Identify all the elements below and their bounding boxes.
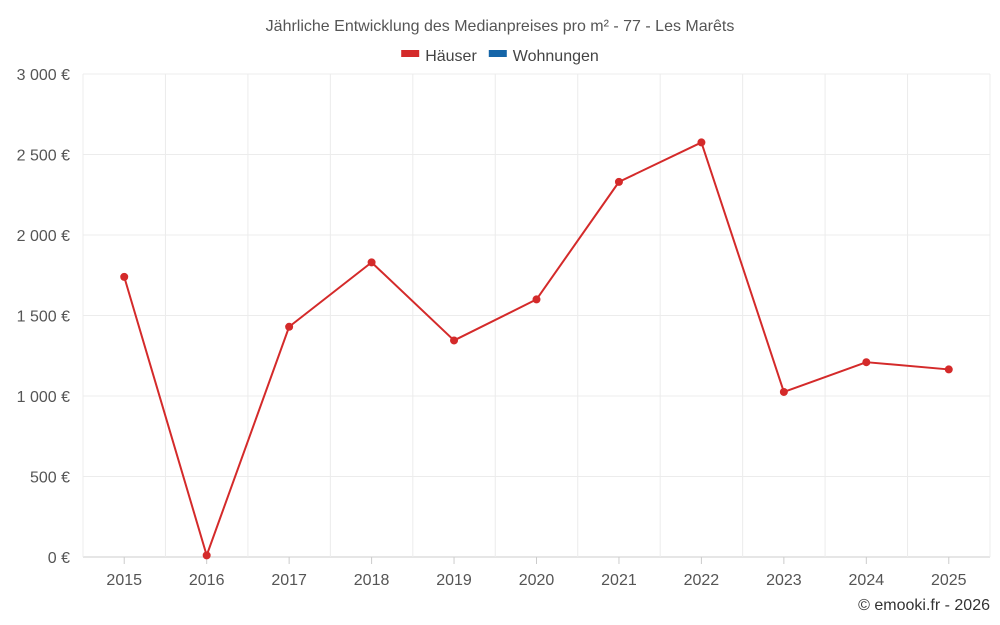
data-point[interactable] — [285, 322, 294, 331]
x-tick-label: 2025 — [931, 572, 967, 589]
x-tick-label: 2016 — [189, 572, 225, 589]
chart-title: Jährliche Entwicklung des Medianpreises … — [266, 18, 735, 35]
data-point[interactable] — [614, 177, 623, 186]
axes: 0 € 500 € 1 000 € 1 500 € 2 000 € 2 500 € 3 00… — [17, 67, 967, 589]
data-point[interactable] — [779, 387, 788, 396]
data-point[interactable] — [862, 358, 871, 367]
y-tick-label: 1 500 € — [17, 309, 70, 326]
data-point[interactable] — [120, 272, 129, 281]
data-point[interactable] — [532, 295, 541, 304]
series-layer — [120, 138, 953, 560]
legend-swatch — [488, 50, 507, 57]
y-tick-label: 500 € — [30, 470, 70, 487]
x-tick-label: 2018 — [354, 572, 390, 589]
y-tick-label: 2 000 € — [17, 228, 70, 245]
legend-swatch — [401, 50, 420, 57]
legend-label: Wohnungen — [513, 48, 599, 65]
x-tick-label: 2022 — [684, 572, 720, 589]
data-point[interactable] — [450, 336, 459, 345]
x-tick-label: 2019 — [436, 572, 472, 589]
x-tick-label: 2015 — [106, 572, 142, 589]
data-point[interactable] — [367, 258, 376, 267]
data-point[interactable] — [944, 365, 953, 374]
grid — [82, 73, 991, 558]
x-tick-label: 2023 — [766, 572, 802, 589]
x-tick-label: 2017 — [271, 572, 307, 589]
data-point[interactable] — [202, 551, 211, 560]
x-tick-label: 2021 — [601, 572, 637, 589]
y-tick-label: 3 000 € — [17, 67, 70, 84]
y-tick-label: 0 € — [48, 550, 70, 567]
credit-text: © emooki.fr - 2026 — [858, 597, 990, 614]
x-tick-label: 2024 — [849, 572, 885, 589]
data-point[interactable] — [697, 138, 706, 147]
legend: Häuser Wohnungen — [401, 48, 599, 65]
y-tick-label: 2 500 € — [17, 148, 70, 165]
y-tick-label: 1 000 € — [17, 389, 70, 406]
legend-item[interactable]: Häuser — [401, 48, 477, 65]
x-tick-label: 2020 — [519, 572, 555, 589]
legend-item[interactable]: Wohnungen — [488, 48, 599, 65]
legend-label: Häuser — [425, 48, 477, 65]
